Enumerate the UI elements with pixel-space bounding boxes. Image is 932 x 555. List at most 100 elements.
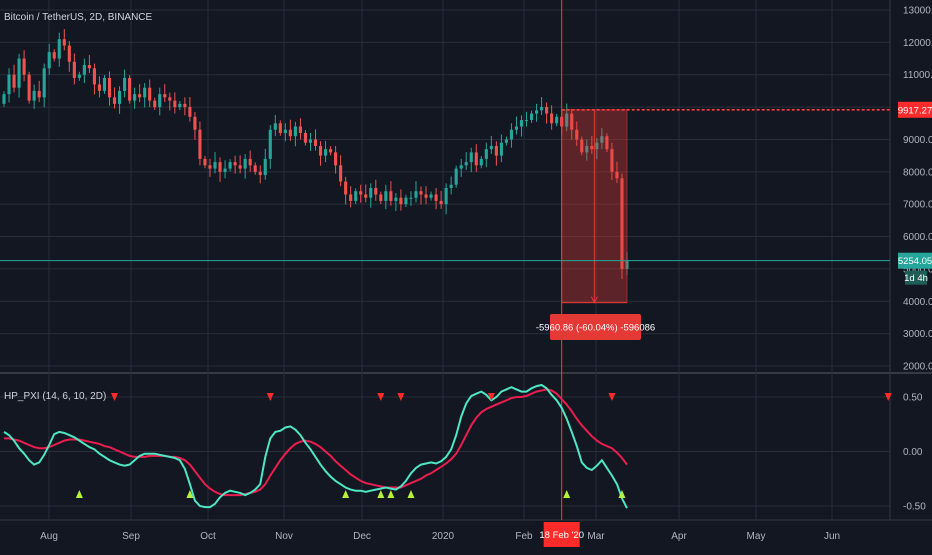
price-axis-label: 5000.00 <box>903 264 932 275</box>
candle-up <box>133 94 137 101</box>
price-axis-label: 11000.00 <box>903 70 932 81</box>
candle-down <box>334 152 338 166</box>
main-chart-title: Bitcoin / TetherUS, 2D, BINANCE <box>4 12 153 23</box>
buy-signal-marker <box>387 490 395 498</box>
candle-down <box>248 158 252 166</box>
candle-down <box>580 139 584 153</box>
candle-down <box>349 194 353 201</box>
candle-down <box>258 171 262 176</box>
candle-down <box>163 94 167 98</box>
sell-signal-marker <box>266 393 274 401</box>
candle-down <box>344 181 348 195</box>
price-axis-label: 13000.00 <box>903 6 932 17</box>
price-axis-label: 7000.00 <box>903 200 932 211</box>
candle-down <box>27 74 31 101</box>
candle-up <box>47 52 51 69</box>
price-axis-label: 9000.00 <box>903 135 932 146</box>
axes: 13000.0012000.0011000.0010000.009000.008… <box>40 6 932 547</box>
buy-signal-marker <box>377 490 385 498</box>
candle-down <box>67 45 71 62</box>
candle-down <box>62 39 66 46</box>
candle-down <box>545 107 549 114</box>
candle-up <box>323 149 328 156</box>
candle-up <box>555 116 559 124</box>
time-axis-label: Apr <box>671 531 687 542</box>
candle-down <box>183 103 187 108</box>
measure-annotation: -5960.86 (-60.04%) -596086 <box>0 0 890 520</box>
candle-down <box>419 191 423 195</box>
candle-up <box>444 188 448 205</box>
candle-up <box>293 126 297 137</box>
candle-up <box>178 103 182 108</box>
candle-down <box>288 129 292 137</box>
candle-down <box>359 191 363 195</box>
candle-down <box>138 94 142 98</box>
sell-signal-marker <box>377 393 385 401</box>
candle-down <box>434 194 438 201</box>
candle-down <box>22 58 26 75</box>
sell-signal-marker <box>487 393 495 401</box>
candle-down <box>193 116 197 130</box>
osc-axis-label: 0.00 <box>903 447 923 458</box>
candle-up <box>117 90 122 104</box>
candle-down <box>218 162 222 172</box>
candle-up <box>509 129 514 140</box>
candle-up <box>57 39 61 59</box>
candle-up <box>484 149 488 159</box>
buy-signal-marker <box>342 490 350 498</box>
candle-up <box>102 77 107 91</box>
time-axis-label: Mar <box>587 531 605 542</box>
candle-up <box>514 126 519 130</box>
candle-down <box>339 165 343 182</box>
candle-up <box>7 74 11 95</box>
buy-signal-marker <box>563 490 571 498</box>
candle-up <box>223 168 227 172</box>
sell-signal-marker <box>397 393 405 401</box>
candle-down <box>37 90 41 98</box>
candle-down <box>474 152 478 166</box>
candle-down <box>424 194 428 198</box>
time-axis-label: May <box>747 531 766 542</box>
candle-down <box>128 77 132 101</box>
candle-up <box>369 188 373 198</box>
candle-down <box>87 65 91 69</box>
candle-down <box>238 165 242 169</box>
candle-down <box>379 194 383 201</box>
time-axis-label: Jun <box>824 531 840 542</box>
candle-up <box>469 152 473 163</box>
candle-down <box>52 52 56 59</box>
candle-up <box>600 136 604 143</box>
buy-signal-marker <box>407 490 415 498</box>
candle-down <box>72 61 76 78</box>
candle-up <box>535 110 539 114</box>
grid-lines <box>0 0 932 521</box>
buy-signal-marker <box>186 490 194 498</box>
sell-signal-marker <box>111 393 119 401</box>
time-axis-label: Oct <box>200 531 216 542</box>
candle-up <box>519 120 524 127</box>
candle-down <box>253 165 257 172</box>
candle-up <box>449 184 453 188</box>
indicator-title: HP_PXI (14, 6, 10, 2D) <box>4 391 106 402</box>
candle-down <box>148 87 152 101</box>
candle-down <box>107 77 112 98</box>
candle-up <box>213 162 217 169</box>
candle-down <box>575 129 579 140</box>
countdown-tag-value: 1d 4h <box>904 273 928 284</box>
candle-up <box>308 139 313 143</box>
osc-axis-label: -0.50 <box>903 502 926 513</box>
pxi-indicator-pane[interactable] <box>3 383 892 509</box>
candle-up <box>243 158 247 169</box>
candle-up <box>565 113 569 127</box>
candle-up <box>394 197 398 201</box>
candle-down <box>389 191 393 201</box>
candle-down <box>188 107 192 117</box>
candle-up <box>268 129 272 159</box>
time-axis-label: Nov <box>275 531 293 542</box>
sell-signal-marker <box>608 393 616 401</box>
candle-up <box>585 145 589 153</box>
candle-down <box>313 139 318 146</box>
candle-up <box>158 94 162 108</box>
